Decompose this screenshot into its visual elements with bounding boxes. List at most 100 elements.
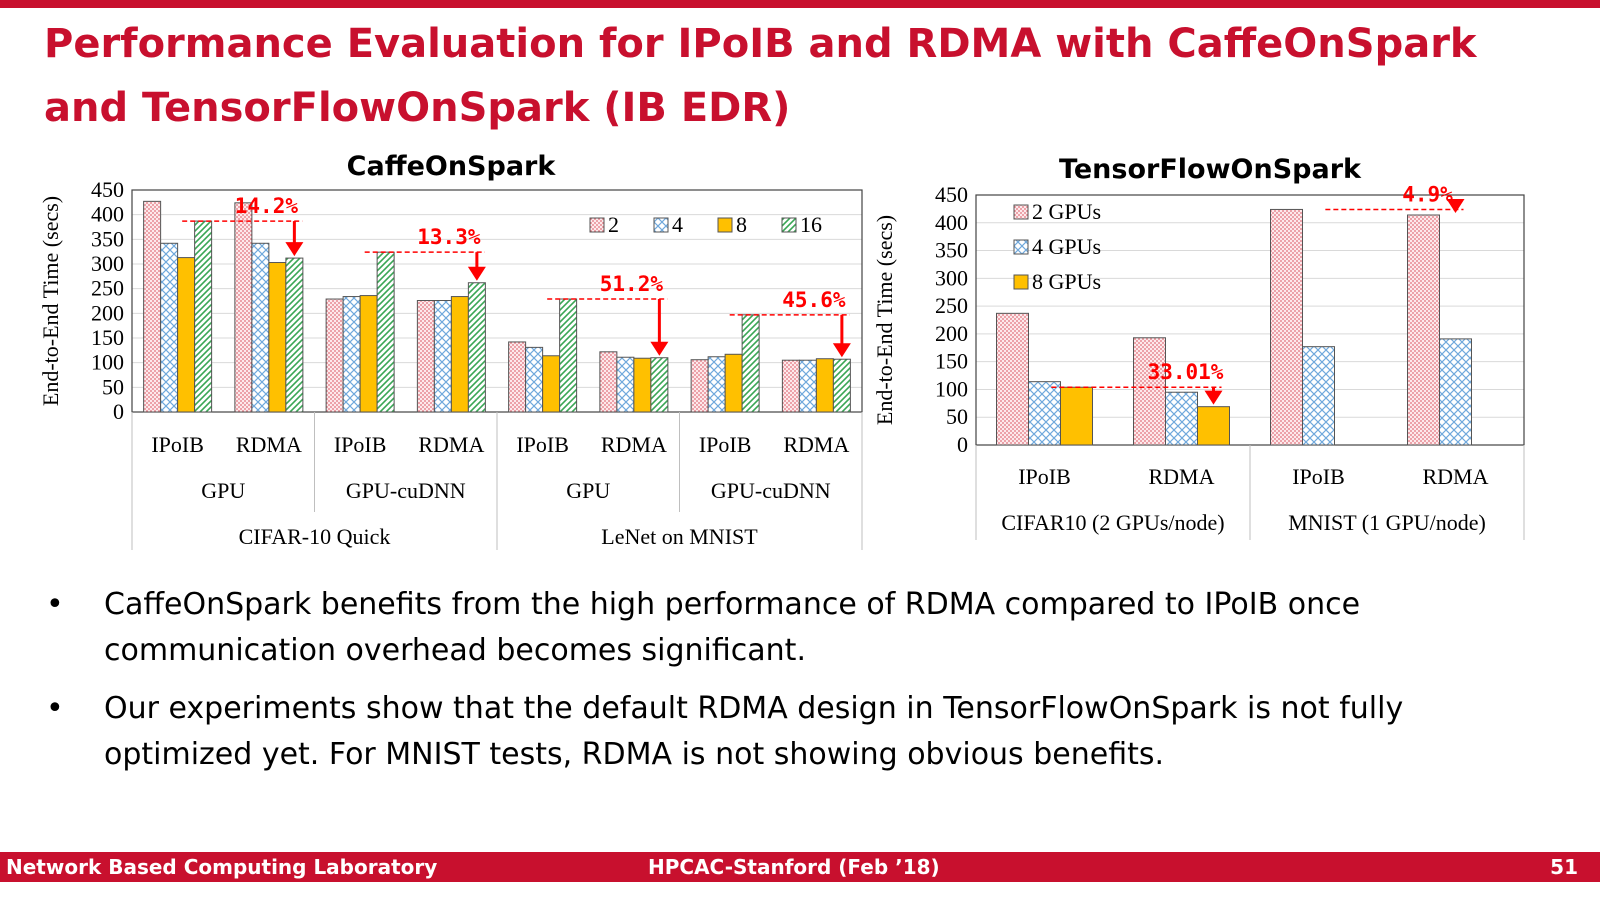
y-tick-label: 400	[91, 202, 124, 227]
legend-swatch	[1013, 239, 1029, 255]
bar	[690, 359, 709, 413]
legend-swatch	[653, 217, 669, 233]
bar	[599, 351, 618, 413]
bar	[1197, 406, 1230, 446]
annotation-arrowhead	[1204, 390, 1223, 405]
x-category-label: RDMA	[1148, 464, 1214, 489]
y-tick-label: 450	[91, 177, 124, 202]
bar	[433, 300, 452, 413]
top-accent-bar	[0, 0, 1600, 8]
annotation-label: 13.3%	[417, 225, 481, 249]
x-category-label: RDMA	[1422, 464, 1488, 489]
bar	[1133, 337, 1166, 446]
x-category-label: RDMA	[601, 432, 667, 457]
bar	[325, 298, 344, 413]
bullet-text: Our experiments show that the default RD…	[104, 691, 1404, 772]
y-tick-label: 200	[935, 321, 968, 346]
bar	[376, 251, 395, 413]
annotation-label: 51.2%	[600, 272, 664, 296]
annotation-arrowhead	[832, 343, 851, 358]
bar	[724, 353, 743, 413]
legend-label: 2 GPUs	[1032, 199, 1101, 224]
annotation-label: 4.9%	[1402, 182, 1453, 206]
y-axis-label: End-to-End Time (secs)	[872, 215, 897, 425]
y-tick-label: 0	[957, 432, 968, 457]
bar	[1028, 381, 1061, 446]
x-category-label: IPoIB	[1292, 464, 1345, 489]
caffeonspark-chart: CaffeOnSpark End-to-End Time (secs) 0 50 100…	[30, 150, 890, 570]
legend-swatch	[1013, 204, 1029, 220]
bar	[815, 358, 834, 413]
tensorflowonspark-chart: TensorFlowOnSpark End-to-End Time (secs) 0…	[870, 150, 1570, 550]
caffeonspark-chart-svg: CaffeOnSpark End-to-End Time (secs) 050100…	[38, 151, 863, 550]
y-tick-label: 200	[91, 300, 124, 325]
y-tick-label: 450	[935, 182, 968, 207]
bar	[542, 355, 561, 413]
bar	[798, 359, 817, 413]
bullet-list: • CaffeOnSpark benefits from the high pe…	[46, 582, 1546, 790]
bar	[832, 358, 851, 413]
bullet-marker: •	[46, 587, 64, 622]
y-tick-label: 50	[102, 374, 124, 399]
bar	[559, 298, 578, 413]
y-tick-label: 300	[935, 265, 968, 290]
bar	[1439, 338, 1472, 446]
x-group-label: GPU-cuDNN	[346, 478, 466, 503]
bar	[741, 314, 760, 413]
bar	[160, 242, 179, 413]
chart-title: TensorFlowOnSpark	[1059, 154, 1362, 185]
bar	[781, 359, 800, 413]
chart-title: CaffeOnSpark	[347, 151, 557, 182]
y-tick-label: 100	[91, 350, 124, 375]
annotation-arrowhead	[1446, 199, 1465, 213]
legend-swatch	[781, 217, 797, 233]
legend-swatch	[1013, 274, 1029, 290]
y-tick-label: 100	[935, 376, 968, 401]
annotation-label: 14.2%	[235, 194, 299, 218]
page-number: 51	[1550, 855, 1578, 879]
y-tick-label: 300	[91, 251, 124, 276]
y-axis-label: End-to-End Time (secs)	[38, 196, 63, 406]
x-category-label: IPoIB	[516, 432, 569, 457]
slide-title: Performance Evaluation for IPoIB and RDM…	[44, 21, 1477, 131]
y-tick-label: 350	[935, 238, 968, 263]
legend-label: 4 GPUs	[1032, 234, 1101, 259]
bar	[1407, 214, 1440, 446]
x-group-label: GPU-cuDNN	[711, 478, 831, 503]
y-tick-label: 150	[935, 349, 968, 374]
bullet-item: • CaffeOnSpark benefits from the high pe…	[46, 582, 1546, 674]
y-tick-label: 350	[91, 226, 124, 251]
bar	[234, 202, 253, 413]
bar	[416, 300, 435, 413]
legend-label: 2	[608, 212, 619, 237]
tensorflowonspark-chart-svg: TensorFlowOnSpark End-to-End Time (secs) 0…	[872, 154, 1525, 540]
footer-bar: Network Based Computing Laboratory HPCAC…	[0, 852, 1600, 882]
x-category-label: RDMA	[783, 432, 849, 457]
bar	[177, 257, 196, 413]
bullet-marker: •	[46, 691, 64, 726]
bar	[1270, 208, 1303, 446]
x-group-label: CIFAR10 (2 GPUs/node)	[1001, 510, 1224, 535]
footer-lab-name: Network Based Computing Laboratory	[6, 855, 438, 879]
bar	[1060, 386, 1093, 446]
bullet-item: • Our experiments show that the default …	[46, 686, 1546, 778]
bar	[342, 296, 361, 413]
bar	[268, 262, 287, 413]
legend-swatch	[717, 217, 733, 233]
legend-label: 16	[800, 212, 822, 237]
x-outer-label: CIFAR-10 Quick	[239, 524, 391, 549]
annotation-label: 33.01%	[1148, 360, 1224, 384]
bar	[359, 295, 378, 413]
annotation-label: 45.6%	[782, 288, 846, 312]
bar	[143, 200, 162, 413]
bar	[707, 356, 726, 413]
legend-label: 8	[736, 212, 747, 237]
bar	[467, 282, 486, 413]
bar	[525, 346, 544, 413]
x-category-label: IPoIB	[1018, 464, 1071, 489]
legend-label: 4	[672, 212, 683, 237]
y-tick-label: 250	[935, 293, 968, 318]
x-category-label: RDMA	[418, 432, 484, 457]
y-tick-label: 150	[91, 325, 124, 350]
annotation-arrowhead	[467, 266, 486, 281]
